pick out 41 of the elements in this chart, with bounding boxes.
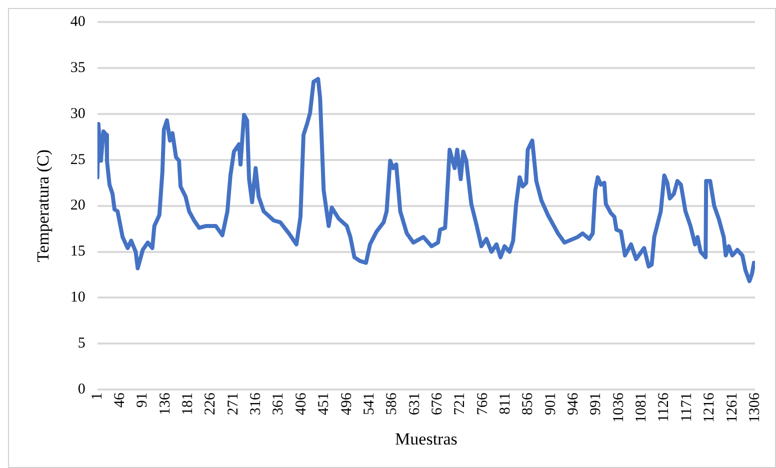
x-tick-label: 451 [316, 392, 332, 416]
x-tick-label: 1036 [610, 392, 627, 423]
x-tick-label: 811 [498, 392, 514, 415]
x-tick-label: 1306 [746, 392, 763, 423]
y-tick-label: 20 [70, 198, 86, 214]
y-tick-label: 5 [78, 336, 86, 352]
x-tick-label: 856 [520, 392, 536, 416]
x-tick-label: 541 [361, 392, 378, 416]
x-axis-title: Muestras [395, 429, 458, 448]
x-tick-label: 271 [225, 392, 242, 416]
x-tick-label: 316 [248, 392, 264, 416]
y-axis-title: Temperatura (C) [34, 150, 53, 262]
y-tick-label: 30 [70, 106, 86, 122]
x-tick-label: 226 [202, 392, 219, 416]
x-tick-label: 946 [566, 392, 582, 416]
x-tick-label: 721 [452, 392, 468, 416]
x-tick-label: 631 [406, 392, 423, 416]
x-tick-label: 586 [384, 392, 400, 416]
x-tick-label: 136 [157, 392, 174, 416]
y-tick-label: 40 [70, 14, 86, 30]
x-tick-label: 1261 [724, 392, 740, 423]
x-tick-label: 1 [89, 392, 106, 400]
y-tick-label: 35 [70, 60, 86, 76]
x-tick-label: 406 [293, 392, 310, 416]
x-tick-label: 181 [180, 392, 196, 416]
x-tick-label: 46 [112, 392, 128, 408]
x-tick-label: 1081 [634, 392, 650, 423]
y-tick-label: 15 [70, 244, 86, 260]
x-tick-label: 766 [474, 392, 491, 416]
x-tick-label: 1171 [678, 392, 695, 422]
x-tick-label: 1216 [702, 392, 718, 423]
x-tick-label: 676 [429, 392, 446, 416]
x-tick-label: 901 [542, 392, 559, 416]
x-tick-label: 496 [338, 392, 355, 416]
y-tick-label: 25 [70, 152, 86, 168]
x-tick-label: 991 [588, 392, 604, 416]
y-tick-label: 0 [78, 382, 86, 398]
x-tick-label: 1126 [656, 392, 672, 422]
x-tick-label: 361 [270, 392, 287, 416]
x-tick-label: 91 [134, 392, 151, 408]
y-tick-label: 10 [70, 290, 86, 306]
